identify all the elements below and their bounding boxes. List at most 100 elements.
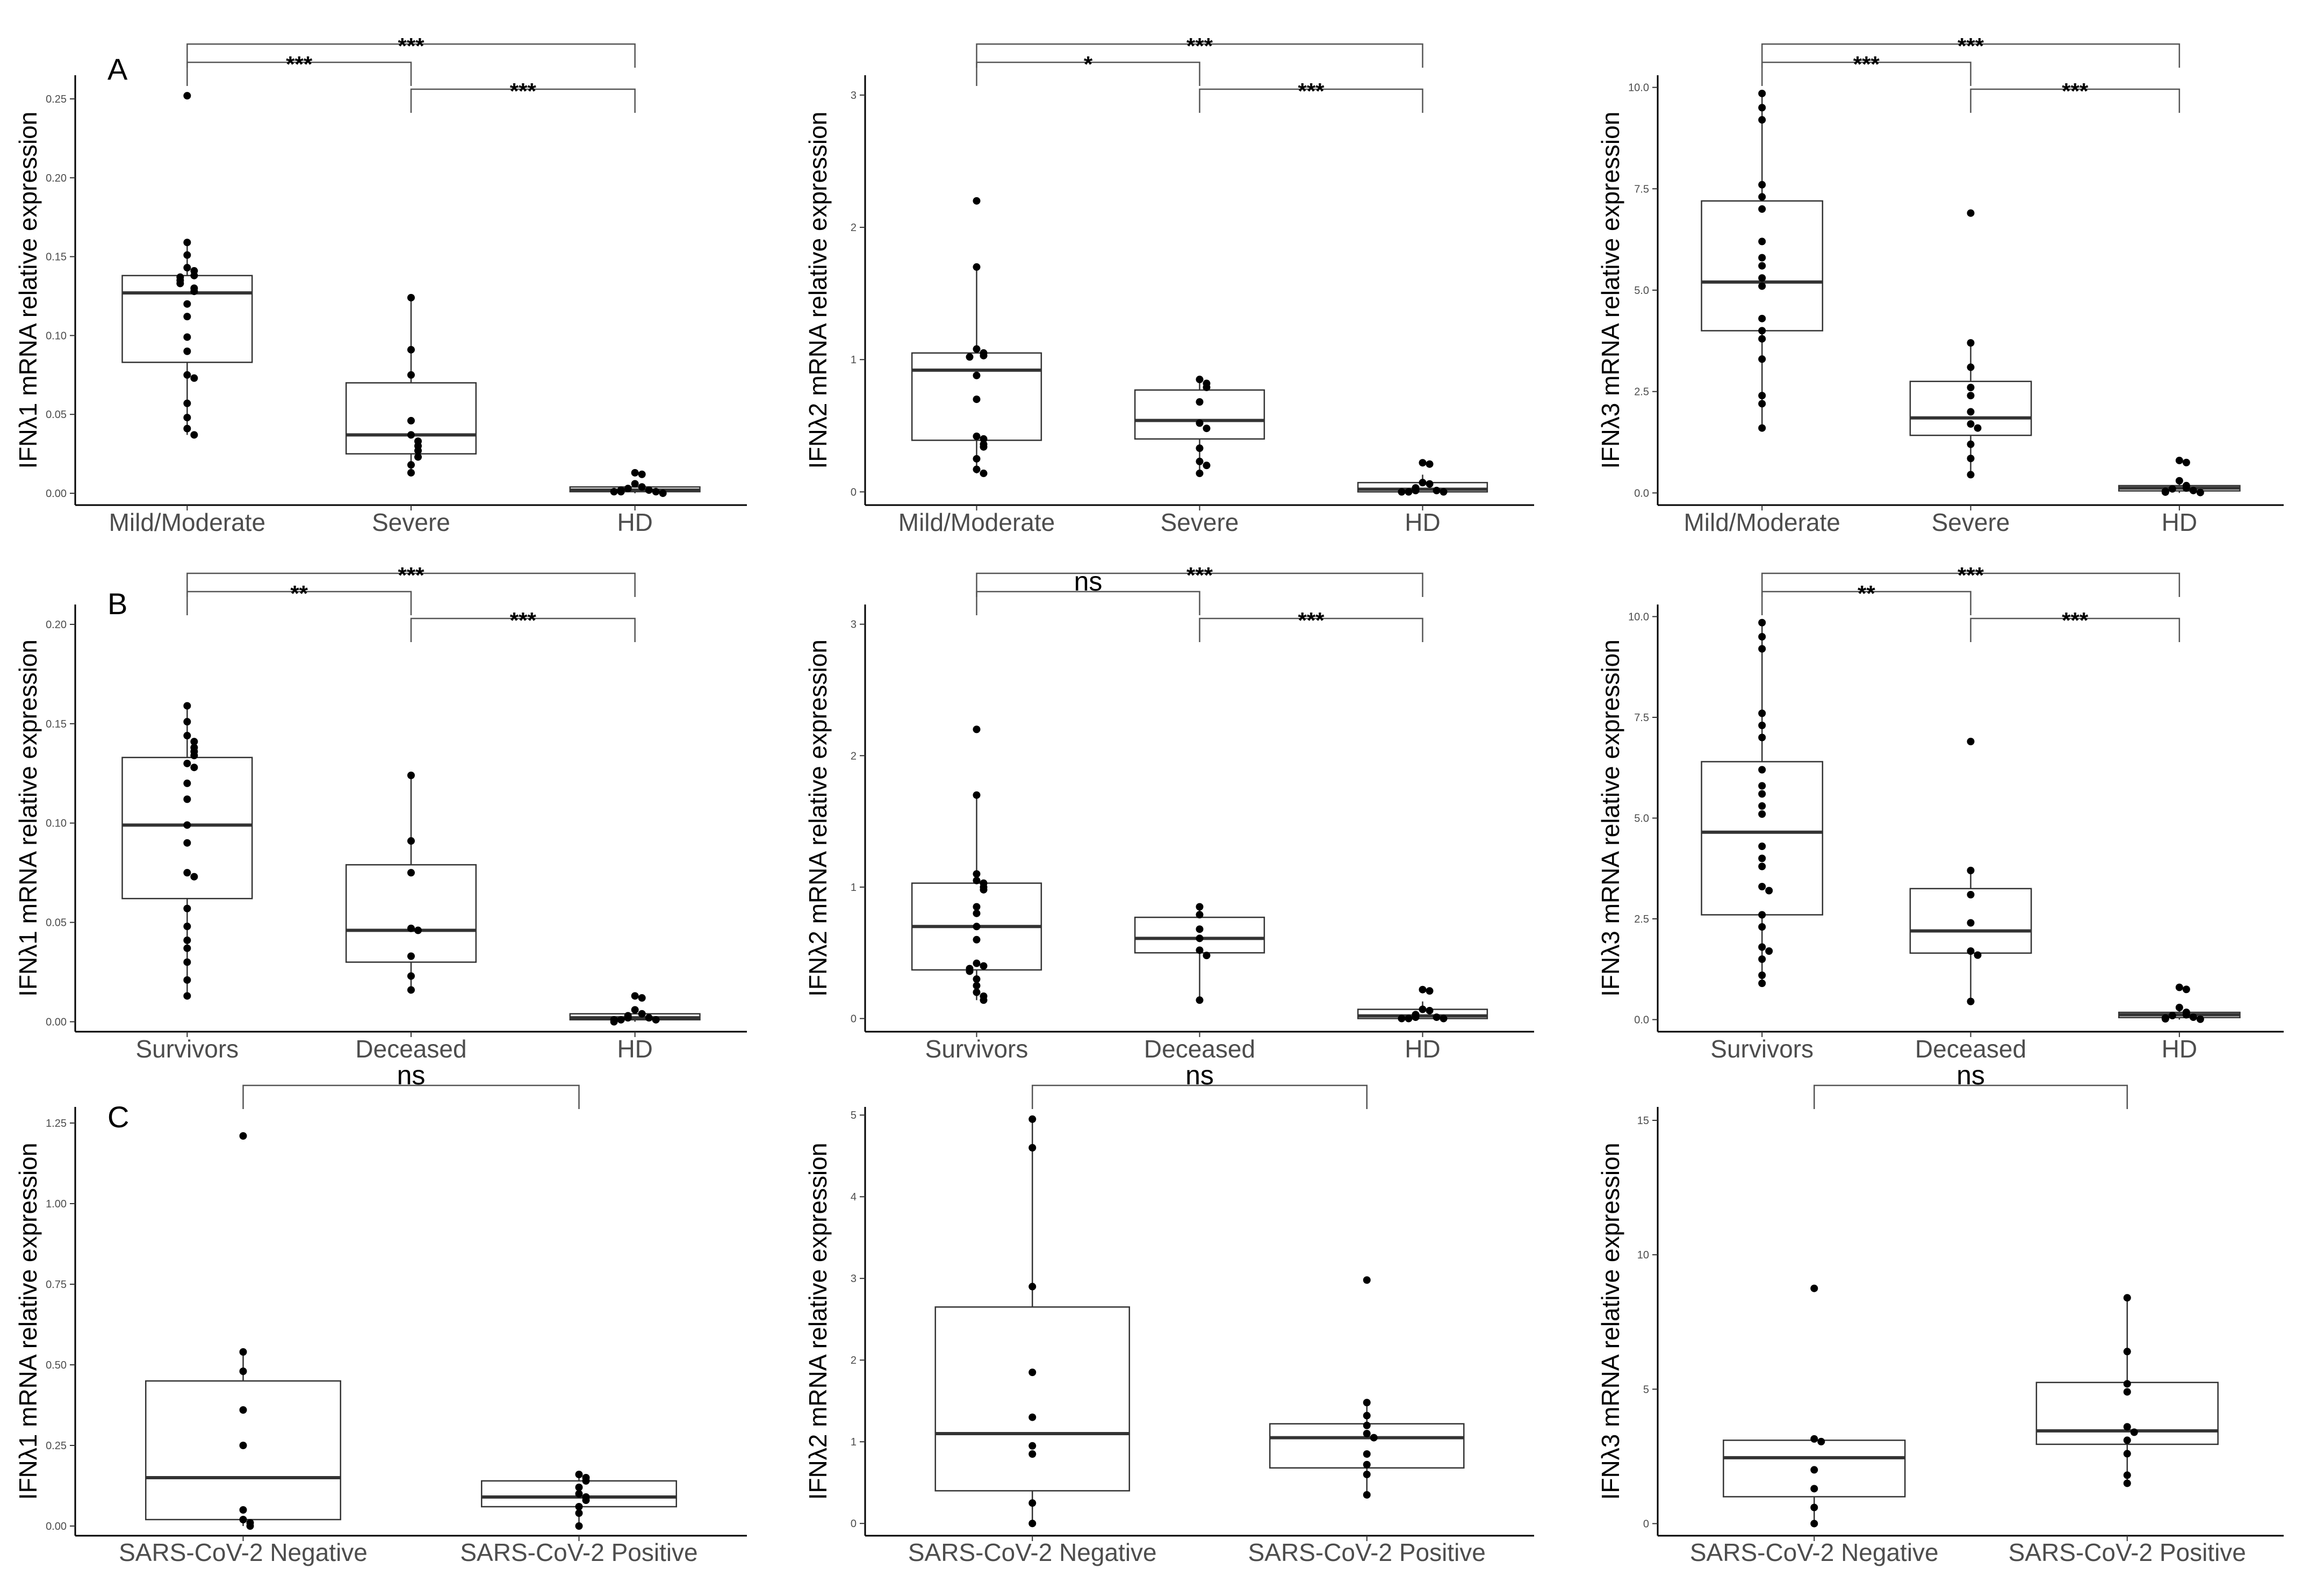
bracket-line	[186, 591, 412, 615]
y-tick-label: 0.15	[46, 718, 67, 730]
box-group-2: HD	[2118, 983, 2241, 1063]
data-point	[1433, 1013, 1441, 1021]
data-point	[183, 992, 191, 1000]
y-tick-label: 2.5	[1634, 386, 1649, 398]
y-axis-label: IFNλ3 mRNA relative expression	[1596, 639, 1624, 997]
iqr-box	[345, 864, 477, 963]
box-group-1: SARS-CoV-2 Positive	[460, 1471, 698, 1566]
significance-label: ***	[398, 563, 424, 588]
data-point	[1196, 996, 1204, 1004]
y-tick-label: 7.5	[1634, 183, 1649, 195]
box-group-0: SARS-CoV-2 Negative	[1690, 1284, 1939, 1566]
data-point	[1196, 934, 1204, 942]
data-point	[1363, 1450, 1371, 1458]
y-tick-label: 1	[851, 882, 857, 894]
data-point	[1758, 238, 1766, 246]
data-point	[1196, 444, 1204, 452]
data-point	[1758, 193, 1766, 201]
y-tick-label: 10.0	[1628, 82, 1649, 94]
data-point	[190, 738, 198, 746]
data-point	[239, 1442, 247, 1449]
x-category-label: Severe	[372, 508, 450, 536]
data-point	[2123, 1471, 2131, 1479]
iqr-box	[934, 1306, 1131, 1492]
data-point	[239, 1348, 247, 1356]
data-point	[1370, 1434, 1378, 1442]
bracket-line	[976, 43, 1423, 68]
data-point	[631, 992, 639, 1000]
bracket-line	[1761, 61, 1972, 86]
data-point	[1398, 488, 1406, 496]
chart-3: 0.00 0.05 0.10 0.15 0.20 IFNλ1 mRNA relative …	[14, 563, 747, 1063]
x-category-label: Deceased	[355, 1035, 466, 1063]
data-point	[190, 752, 198, 760]
data-point	[1967, 392, 1975, 400]
data-point	[1967, 384, 1975, 392]
x-category-label: HD	[2162, 1035, 2197, 1063]
data-point	[973, 923, 981, 931]
significance-bracket: ns	[976, 566, 1200, 615]
data-point	[1440, 1014, 1448, 1023]
chart-1: 0 1 2 3 IFNλ2 mRNA relative expression Mild/M…	[804, 33, 1534, 536]
x-category-label: Mild/Moderate	[898, 508, 1055, 536]
data-point	[1967, 471, 1975, 479]
data-point	[1974, 424, 1982, 432]
data-point	[1810, 1485, 1818, 1493]
data-point	[239, 1132, 247, 1140]
data-point	[414, 453, 422, 461]
data-point	[1419, 459, 1427, 467]
data-point	[407, 972, 415, 980]
data-point	[1967, 997, 1975, 1005]
data-point	[239, 1506, 247, 1514]
bracket-line	[186, 572, 636, 597]
box-group-0: Mild/Moderate	[109, 92, 265, 536]
data-point	[973, 935, 981, 944]
y-tick-label: 10	[1637, 1249, 1649, 1261]
significance-label: ***	[1853, 52, 1880, 77]
data-point	[1196, 376, 1204, 384]
significance-label: *	[1084, 52, 1093, 77]
data-point	[645, 1014, 653, 1022]
box-group-1: Deceased	[345, 772, 477, 1063]
data-point	[1758, 262, 1766, 270]
data-point	[183, 869, 191, 877]
data-point	[2175, 983, 2183, 991]
data-point	[183, 347, 191, 355]
data-point	[638, 994, 646, 1002]
bracket-line	[1970, 617, 2181, 642]
data-point	[973, 433, 981, 440]
y-axis-label: IFNλ2 mRNA relative expression	[804, 112, 832, 469]
data-point	[2123, 1450, 2131, 1458]
data-point	[1363, 1412, 1371, 1420]
data-point	[652, 1016, 660, 1024]
data-point	[1412, 1013, 1420, 1021]
data-point	[190, 271, 198, 279]
x-category-label: SARS-CoV-2 Positive	[460, 1538, 697, 1566]
x-category-label: SARS-CoV-2 Positive	[1248, 1538, 1486, 1566]
data-point	[176, 279, 184, 287]
data-point	[1196, 419, 1204, 427]
y-axis-label: IFNλ3 mRNA relative expression	[1596, 1143, 1624, 1500]
data-point	[183, 795, 191, 803]
significance-bracket: ***	[1761, 33, 2181, 68]
data-point	[1967, 891, 1975, 898]
significance-bracket: ***	[1199, 78, 1423, 113]
x-category-label: Survivors	[925, 1035, 1028, 1063]
significance-label: ***	[1958, 33, 1984, 59]
data-point	[1758, 645, 1766, 653]
data-point	[1765, 947, 1773, 955]
data-point	[2189, 1013, 2197, 1021]
data-point	[2196, 1015, 2204, 1023]
significance-bracket: ns	[1032, 1060, 1368, 1109]
y-tick-label: 10.0	[1628, 611, 1649, 623]
data-point	[183, 414, 191, 422]
data-point	[407, 416, 415, 424]
significance-label: ***	[2062, 78, 2089, 104]
data-point	[973, 197, 981, 205]
y-axis-label: IFNλ2 mRNA relative expression	[804, 639, 832, 997]
data-point	[1398, 1014, 1406, 1023]
data-point	[610, 1018, 618, 1026]
data-point	[1758, 400, 1766, 408]
data-point	[2161, 1015, 2169, 1023]
